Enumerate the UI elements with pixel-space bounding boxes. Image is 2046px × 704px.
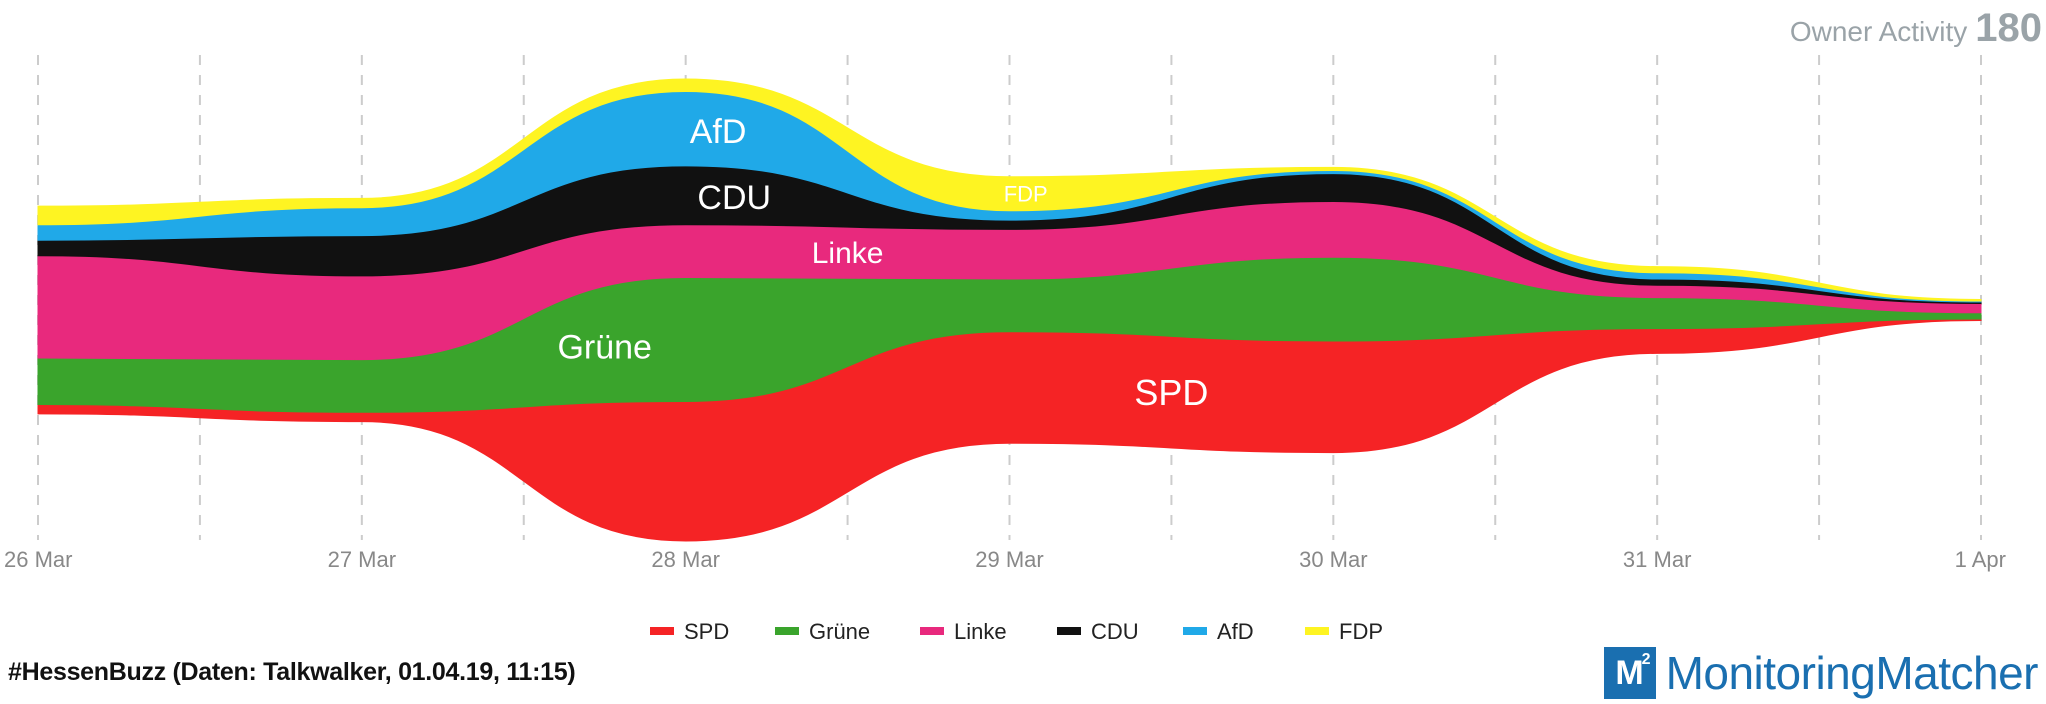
owner-activity-indicator: Owner Activity 180 (1790, 6, 2042, 51)
legend-item-cdu[interactable]: CDU (1057, 619, 1139, 644)
series-label-gruene: Grüne (557, 329, 652, 367)
x-axis: 26 Mar 27 Mar 28 Mar 29 Mar 30 Mar 31 Mar 1 Ap… (4, 547, 2006, 572)
legend-swatch (920, 627, 944, 635)
source-caption: #HessenBuzz (Daten: Talkwalker, 01.04.19… (8, 658, 576, 686)
legend: SPD Grüne Linke CDU AfD FDP (650, 619, 1383, 644)
owner-activity-value: 180 (1975, 6, 2042, 50)
legend-label: FDP (1339, 619, 1383, 644)
brand-logo-sup: 2 (1641, 651, 1651, 668)
series-label-spd: SPD (1134, 372, 1208, 413)
brand-logo-letter: M (1615, 653, 1644, 692)
legend-label: CDU (1091, 619, 1139, 644)
brand-monitoringmatcher[interactable]: M 2 MonitoringMatcher (1603, 646, 2039, 700)
legend-label: Grüne (809, 619, 870, 644)
legend-swatch (1305, 627, 1329, 635)
legend-swatch (1183, 627, 1207, 635)
legend-swatch (650, 627, 674, 635)
legend-swatch (1057, 627, 1081, 635)
legend-label: Linke (954, 619, 1007, 644)
x-tick-label: 26 Mar (4, 547, 72, 572)
series-label-afd: AfD (690, 113, 747, 151)
x-tick-label: 30 Mar (1299, 547, 1367, 572)
legend-item-spd[interactable]: SPD (650, 619, 729, 644)
owner-activity-label: Owner Activity (1789, 16, 1968, 47)
legend-swatch (775, 627, 799, 635)
series-label-linke: Linke (812, 237, 884, 270)
x-tick-label: 27 Mar (328, 547, 396, 572)
x-tick-label: 1 Apr (1955, 547, 2006, 572)
brand-logo-icon: M 2 (1603, 647, 1656, 699)
legend-label: AfD (1217, 619, 1254, 644)
legend-item-linke[interactable]: Linke (920, 619, 1007, 644)
series-label-fdp: FDP (1004, 181, 1048, 206)
x-tick-label: 29 Mar (975, 547, 1043, 572)
series-labels: SPD Grüne Linke CDU AfD FDP (557, 113, 1208, 413)
legend-item-fdp[interactable]: FDP (1305, 619, 1383, 644)
x-tick-label: 31 Mar (1623, 547, 1691, 572)
series-area-fdp (37, 78, 1982, 302)
legend-item-afd[interactable]: AfD (1183, 619, 1254, 644)
series-areas (37, 78, 1982, 542)
brand-name: MonitoringMatcher (1665, 647, 2039, 699)
series-label-cdu: CDU (697, 179, 771, 217)
legend-label: SPD (684, 619, 729, 644)
legend-item-gruene[interactable]: Grüne (775, 619, 870, 644)
x-tick-label: 28 Mar (651, 547, 719, 572)
